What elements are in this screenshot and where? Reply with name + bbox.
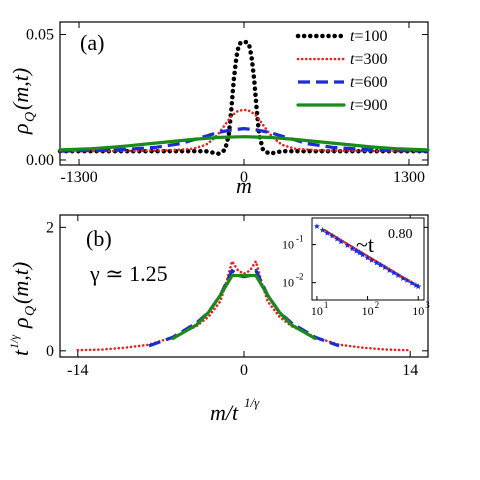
inset-point (324, 229, 331, 236)
panel-b-xtick-label: 14 (402, 362, 418, 379)
panel-b-ytick-label: 2 (46, 219, 54, 236)
panel-a-ytick-label: 0.05 (26, 27, 54, 44)
inset-point (415, 283, 422, 290)
panel-a-xtick-label: 0 (240, 169, 248, 186)
inset-point (353, 247, 360, 254)
inset-point (349, 245, 356, 252)
panel-b-xlabel-exp: 1/γ (244, 395, 260, 410)
inset-xtick-exp: 3 (425, 300, 430, 310)
inset-point (338, 238, 345, 245)
legend-label: t=600 (350, 74, 387, 91)
panel-b-ytick-label: 0 (46, 343, 54, 360)
inset-point (412, 282, 419, 288)
inset-point (364, 254, 371, 261)
inset-point (356, 249, 363, 256)
inset-point (359, 251, 366, 258)
panel-b-label: (b) (86, 226, 112, 251)
inset: 10 1 10 2 10 310 -110 -2 ~t 0.80 (282, 217, 430, 318)
panel-b-xlabel: m/t 1/γ (210, 395, 260, 425)
inset-point (377, 261, 384, 268)
inset-xtick-exp: 2 (375, 300, 380, 310)
panel-b-ylabel-args: (m,t) (8, 262, 33, 304)
panel-b-series (76, 259, 412, 352)
inset-xtick-label: 10 (412, 304, 424, 318)
legend-label: t=900 (350, 97, 387, 114)
panel-a-series-t-300 (58, 108, 430, 153)
panel-b-ylabel-q: Q (23, 306, 38, 316)
panel-a-legend: t=100 t=300 t=600 t=900 (295, 28, 387, 114)
inset-point (319, 226, 326, 233)
panel-a-series (57, 39, 431, 156)
panel-a-series-t-100 (57, 39, 431, 156)
panel-a-ylabel-q: Q (23, 112, 38, 122)
legend-label: t=300 (350, 51, 387, 68)
inset-xtick-label: 10 (362, 304, 374, 318)
inset-point (368, 257, 375, 263)
panel-a-xtick-label: 1300 (393, 169, 425, 186)
panel-b-series-t-900 (171, 273, 317, 341)
panel-a-ylabel-rho: ρ (8, 123, 33, 135)
inset-ytick-exp: -1 (296, 234, 304, 244)
inset-point (390, 269, 397, 276)
inset-ytick-exp: -2 (296, 272, 304, 282)
inset-annotation-exp: 0.80 (388, 227, 413, 242)
panel-b-xlabel-main: m/t (210, 400, 239, 425)
panel-a-ticks: -1300 0 1300 0.00 0.05 (26, 22, 428, 186)
panel-b-ylabel-exp: 1/γ (7, 335, 21, 349)
inset-point (408, 280, 415, 286)
panel-a-series-t-900 (58, 135, 430, 152)
panel-a-ylabel-args: (m,t) (8, 68, 33, 110)
panel-b-xtick-label: -14 (67, 362, 88, 379)
panel-b: -14 0 14 0 2 (b) γ ≃ 1.25 m/t 1/γ t 1/γ ρ Q … (7, 214, 430, 425)
panel-a-ylabel: ρ Q (m,t) (8, 68, 38, 135)
panel-b-ticks: -14 0 14 0 2 (46, 215, 428, 379)
panel-b-ylabel: t 1/γ ρ Q (m,t) (7, 262, 38, 356)
inset-xtick-label: 10 (311, 304, 323, 318)
panel-b-xtick-label: 0 (240, 362, 248, 379)
panel-a-series-t-600 (59, 127, 429, 153)
inset-content: 10 1 10 2 10 310 -110 -2 (282, 223, 430, 318)
inset-point (381, 264, 388, 271)
gamma-annotation: γ ≃ 1.25 (89, 261, 168, 286)
inset-point (386, 267, 393, 273)
inset-xtick-exp: 1 (324, 300, 329, 310)
panel-b-ylabel-rho: ρ (8, 317, 33, 329)
inset-point (334, 235, 341, 242)
inset-ytick-label: 10 (282, 276, 294, 290)
inset-point (329, 232, 336, 239)
legend-label: t=100 (350, 28, 387, 45)
inset-annotation-base: ~t (356, 232, 374, 257)
panel-a-label: (a) (80, 30, 104, 55)
inset-ytick-label: 10 (282, 238, 294, 252)
panel-a-xlabel: m (236, 173, 252, 198)
inset-point (344, 242, 351, 248)
inset-point (403, 277, 410, 283)
panel-a-ytick-label: 0.00 (26, 152, 54, 169)
inset-point (395, 272, 402, 278)
panel-b-ylabel-t: t (8, 349, 33, 356)
inset-point (373, 259, 380, 266)
panel-a-xtick-label: -1300 (60, 169, 97, 186)
inset-point (313, 223, 320, 229)
